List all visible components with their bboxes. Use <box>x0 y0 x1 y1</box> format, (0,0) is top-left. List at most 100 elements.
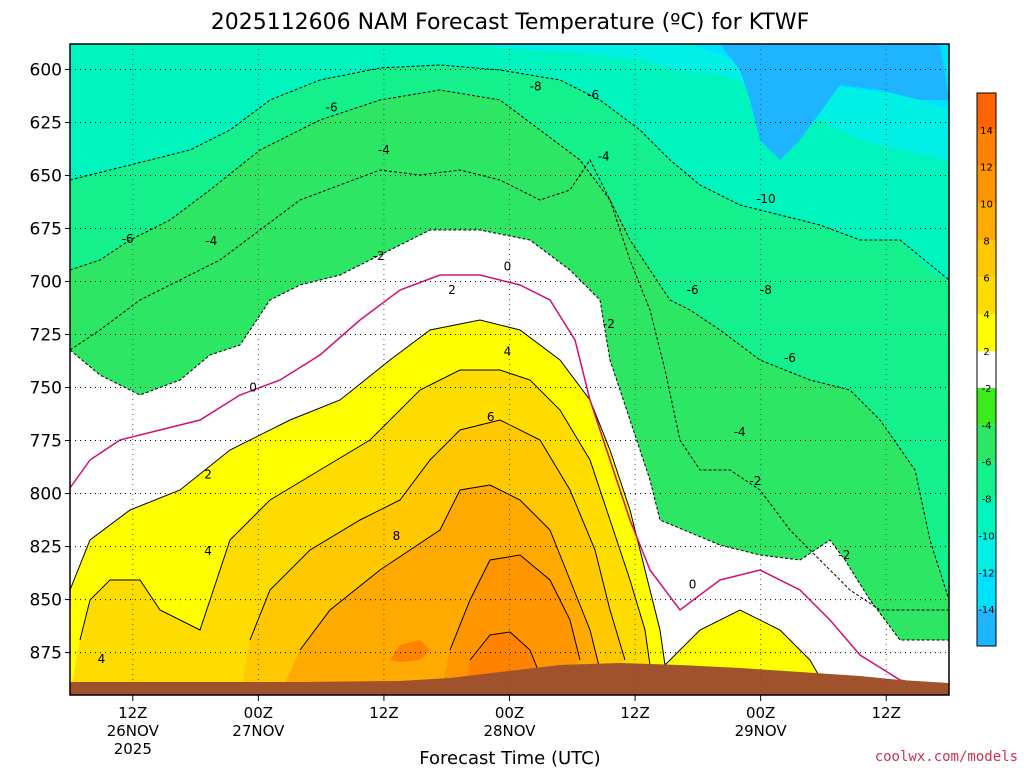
contour-zero <box>70 274 949 691</box>
chart-title: 2025112606 NAM Forecast Temperature (ºC)… <box>211 10 810 35</box>
colorbar-frame <box>976 92 997 647</box>
colorbar-bin <box>977 387 996 425</box>
x-tick-label: 12Z <box>620 704 649 722</box>
colorbar-bin <box>977 351 996 388</box>
band-12-small <box>390 640 430 662</box>
contour-label: -8 <box>760 283 772 297</box>
contour-label: 0 <box>504 260 512 274</box>
contour-label: 4 <box>204 544 212 558</box>
x-tick-label: 00Z <box>244 704 273 722</box>
y-tick-label: 800 <box>30 485 62 505</box>
colorbar-label: -10 <box>978 531 994 542</box>
plot-area: -8 -6 -6 -4 -4 -6 -4 -2 0 -10 2 -6 -8 -2 4 -6 0 6 -4 2 -2 8 4 -… <box>70 44 949 695</box>
colorbar-label: 14 <box>980 126 993 137</box>
colorbar-bin <box>977 129 996 167</box>
colorbar-bin <box>977 203 996 241</box>
x-tick-label: 12Z <box>369 704 398 722</box>
colorbar-bin <box>977 498 996 536</box>
y-tick-label: 650 <box>30 166 62 186</box>
contour-minus-6 <box>70 89 949 601</box>
colorbar-bin <box>977 609 996 646</box>
colorbar-label: -4 <box>982 421 992 432</box>
x-tick-label: 00Z <box>746 704 775 722</box>
band-minus-8 <box>70 44 949 695</box>
chart-grid <box>70 44 949 695</box>
contour-label: -6 <box>784 351 796 365</box>
contour-label: -4 <box>734 425 746 439</box>
x-tick-label: 26NOV <box>107 722 160 740</box>
contour-12 <box>469 631 541 676</box>
contour-label: 2 <box>204 467 212 481</box>
contour-label: 6 <box>487 410 495 424</box>
colorbar-label: -12 <box>978 568 994 579</box>
contour-label: -6 <box>587 88 599 102</box>
contour-4 <box>79 369 651 666</box>
colorbar-label: -6 <box>982 458 992 469</box>
x-tick-label: 00Z <box>495 704 524 722</box>
contour-minus-2 <box>70 229 949 641</box>
contour-label: 2 <box>448 283 456 297</box>
contour-label: -8 <box>530 79 542 93</box>
colorbar-bin <box>977 277 996 315</box>
contour-labels: -8 -6 -6 -4 -4 -6 -4 -2 0 -10 2 -6 -8 -2 4 -6 0 6 -4 2 -2 8 4 -… <box>98 79 851 666</box>
contour-label: -2 <box>838 548 850 562</box>
y-tick-label: 700 <box>30 272 62 292</box>
colorbar-label: 6 <box>983 273 989 284</box>
colorbar-label: 2 <box>983 347 989 358</box>
contour-label: -6 <box>326 101 338 115</box>
colorbar-bin <box>977 572 996 610</box>
contour-2 <box>70 319 666 666</box>
x-tick-label: 27NOV <box>232 722 285 740</box>
colorbar-bin <box>977 166 996 204</box>
colorbar-label: 10 <box>980 200 993 211</box>
colorbar-bin <box>977 240 996 278</box>
colorbar-bin <box>977 535 996 573</box>
colorbar-label: 8 <box>983 236 989 247</box>
contour-6 <box>249 419 626 661</box>
contour-label: -2 <box>603 317 615 331</box>
band-minus-16 <box>720 44 949 160</box>
y-tick-label: 725 <box>30 326 62 346</box>
y-tick-label: 775 <box>30 432 62 452</box>
contour-label: -4 <box>205 234 217 248</box>
colorbar-bin <box>977 424 996 462</box>
colorbar-bin <box>977 314 996 352</box>
colorbar: -14 -12 -10 -8 -6 -4 -2 2 4 6 8 10 12 14 <box>976 92 997 647</box>
colorbar-label: -2 <box>982 384 992 395</box>
colorbar-bin <box>977 93 996 130</box>
contour-warm-2 <box>664 609 831 695</box>
contour-8 <box>299 484 601 671</box>
y-tick-label: 850 <box>30 591 62 611</box>
contour-label: 0 <box>249 381 257 395</box>
colorbar-label: -8 <box>982 495 992 506</box>
y-tick-label: 675 <box>30 219 62 239</box>
colorbar-label: -14 <box>978 605 994 616</box>
x-tick-label: 29NOV <box>735 722 788 740</box>
contour-label: -4 <box>378 143 390 157</box>
credit-text: coolwx.com/models <box>875 749 1018 765</box>
x-tick-label: 2025 <box>114 740 152 758</box>
colorbar-label: 12 <box>980 163 993 174</box>
contour-label: -2 <box>749 474 761 488</box>
y-tick-label: 625 <box>30 113 62 133</box>
contour-label: -2 <box>373 249 385 263</box>
contour-label: 4 <box>98 652 106 666</box>
contour-label: -6 <box>687 283 699 297</box>
x-axis-title: Forecast Time (UTC) <box>419 748 600 768</box>
contour-label: 0 <box>689 578 697 592</box>
y-tick-label: 825 <box>30 538 62 558</box>
y-tick-label: 600 <box>30 60 62 80</box>
contour-label: -4 <box>598 149 610 163</box>
x-tick-label: 12Z <box>118 704 147 722</box>
x-tick-label: 12Z <box>872 704 901 722</box>
y-tick-label: 875 <box>30 644 62 664</box>
y-axis: 600 625 650 675 700 725 750 775 800 825 850 875 <box>30 60 70 664</box>
contour-label: 4 <box>504 344 512 358</box>
colorbar-label: 4 <box>983 310 989 321</box>
y-tick-label: 750 <box>30 379 62 399</box>
contour-label: -10 <box>756 192 776 206</box>
contour-label: 8 <box>393 529 401 543</box>
colorbar-bin <box>977 461 996 499</box>
